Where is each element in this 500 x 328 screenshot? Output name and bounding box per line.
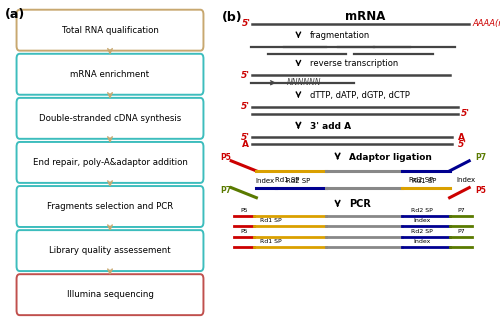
Text: P5: P5 bbox=[240, 229, 248, 234]
Text: 3' add A: 3' add A bbox=[310, 122, 350, 131]
Text: A: A bbox=[458, 133, 465, 142]
Text: Rd1 SP: Rd1 SP bbox=[275, 176, 299, 183]
Text: Index: Index bbox=[413, 218, 430, 223]
Text: PCR: PCR bbox=[349, 199, 370, 209]
FancyBboxPatch shape bbox=[16, 142, 204, 183]
Text: P7: P7 bbox=[475, 153, 486, 162]
Text: Rd1 SP: Rd1 SP bbox=[260, 218, 281, 223]
Text: 5': 5' bbox=[242, 19, 251, 29]
Text: P7: P7 bbox=[457, 229, 464, 234]
Text: (a): (a) bbox=[5, 8, 25, 21]
Text: Index: Index bbox=[255, 178, 274, 184]
FancyBboxPatch shape bbox=[16, 10, 204, 51]
Text: (b): (b) bbox=[222, 11, 242, 24]
Text: Index: Index bbox=[457, 176, 476, 183]
Text: 5': 5' bbox=[458, 140, 467, 149]
Text: NNNNNN: NNNNNN bbox=[287, 78, 322, 87]
FancyBboxPatch shape bbox=[16, 54, 204, 95]
Text: mRNA: mRNA bbox=[346, 10, 386, 23]
Text: P7: P7 bbox=[220, 186, 231, 195]
Text: reverse transcription: reverse transcription bbox=[310, 59, 398, 68]
Text: P5: P5 bbox=[475, 186, 486, 195]
Text: Double-stranded cDNA synthesis: Double-stranded cDNA synthesis bbox=[39, 114, 181, 123]
FancyBboxPatch shape bbox=[16, 186, 204, 227]
Text: Adaptor ligation: Adaptor ligation bbox=[349, 153, 432, 162]
Text: AAAA(n): AAAA(n) bbox=[472, 19, 500, 29]
Text: A: A bbox=[242, 140, 250, 149]
Text: 5': 5' bbox=[240, 102, 250, 111]
Text: P5: P5 bbox=[240, 208, 248, 213]
FancyBboxPatch shape bbox=[16, 274, 204, 315]
Text: Rd1 SP: Rd1 SP bbox=[260, 239, 281, 244]
Text: Rd2 SP: Rd2 SP bbox=[410, 176, 434, 183]
FancyBboxPatch shape bbox=[16, 230, 204, 271]
Text: Illumina sequencing: Illumina sequencing bbox=[66, 290, 154, 299]
FancyBboxPatch shape bbox=[16, 98, 204, 139]
Text: P7: P7 bbox=[457, 208, 464, 213]
Text: fragmentation: fragmentation bbox=[310, 31, 370, 40]
Text: Rd2 SP: Rd2 SP bbox=[286, 178, 310, 184]
Text: Index: Index bbox=[413, 239, 430, 244]
Text: Library quality assessement: Library quality assessement bbox=[49, 246, 171, 255]
Text: Total RNA qualification: Total RNA qualification bbox=[62, 26, 158, 35]
Text: P5: P5 bbox=[220, 153, 231, 162]
Text: Rd1 SP: Rd1 SP bbox=[412, 178, 436, 184]
Text: 5': 5' bbox=[240, 133, 250, 142]
Text: 5': 5' bbox=[461, 109, 470, 118]
Text: 5': 5' bbox=[240, 71, 250, 80]
Text: End repair, poly-A&adaptor addition: End repair, poly-A&adaptor addition bbox=[32, 158, 188, 167]
Text: Rd2 SP: Rd2 SP bbox=[410, 229, 432, 234]
Text: Fragments selection and PCR: Fragments selection and PCR bbox=[47, 202, 173, 211]
Text: Rd2 SP: Rd2 SP bbox=[410, 208, 432, 213]
Text: mRNA enrichment: mRNA enrichment bbox=[70, 70, 150, 79]
Text: dTTP, dATP, dGTP, dCTP: dTTP, dATP, dGTP, dCTP bbox=[310, 91, 410, 100]
